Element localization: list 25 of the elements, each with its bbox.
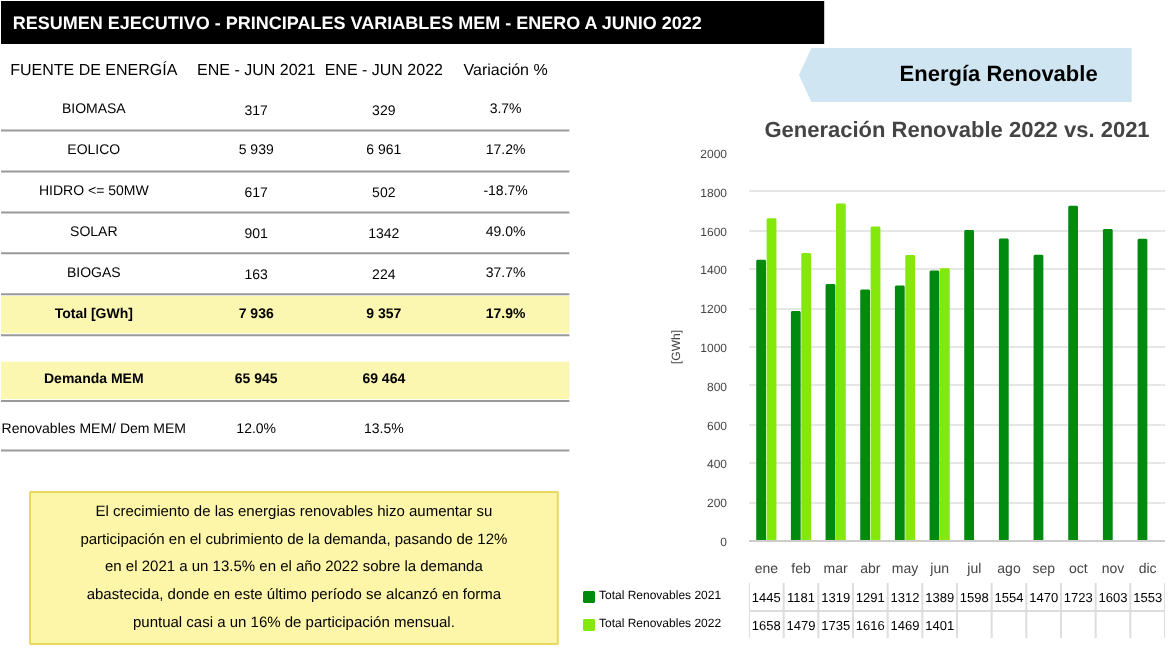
bar: [964, 229, 975, 541]
category-label: ENE - JUN 2021: [197, 60, 317, 79]
bar: [894, 285, 905, 541]
bar: [939, 268, 950, 541]
bar: [756, 259, 767, 541]
bar: [825, 284, 836, 541]
category-label: FUENTE DE ENERGÍA: [10, 60, 179, 79]
bar: [801, 253, 812, 541]
bar: [870, 226, 881, 541]
category-label: ENE - JUN 2022: [324, 60, 445, 79]
chart-title: Generación Renovable 2022 vs. 2021: [764, 119, 1150, 143]
bar: [1102, 229, 1113, 541]
bar: [790, 310, 801, 541]
bar: [1068, 205, 1079, 541]
bar: [905, 255, 916, 541]
bar: [1033, 254, 1044, 541]
bar: [929, 270, 940, 541]
chart-subtitle: Energía Renovable: [899, 63, 1098, 87]
bar: [766, 218, 777, 541]
bar: [998, 238, 1009, 541]
category-label: Variación %: [463, 60, 548, 79]
text: RESUMEN EJECUTIVO - PRINCIPALES VARIABLES MEM - ENERO A JUNIO 2022: [12, 13, 702, 33]
bar: [860, 289, 871, 541]
bar: [1137, 238, 1148, 541]
bar: [835, 203, 846, 541]
